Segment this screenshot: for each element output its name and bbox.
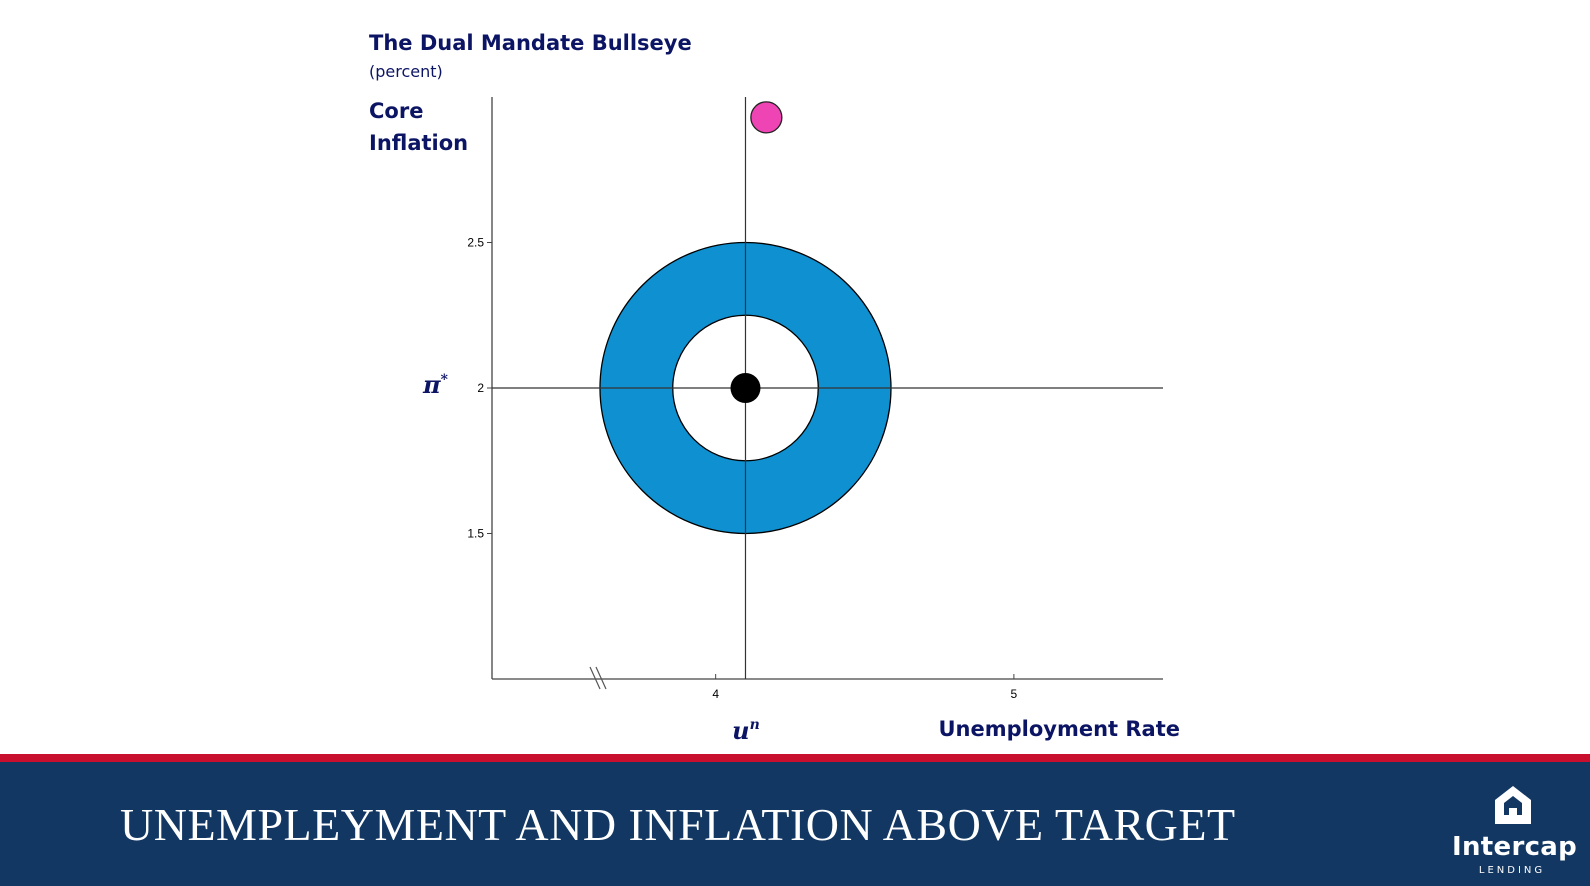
y-axis-title-line1: Core [369,99,423,123]
house-icon [1495,786,1531,824]
x-tick-label-5: 5 [1011,687,1018,701]
bullseye-chart: The Dual Mandate Bullseye (percent) Core… [369,31,1180,745]
chart-title: The Dual Mandate Bullseye [369,31,692,55]
intercap-logo: Intercap LENDING [1452,784,1578,876]
target-x-label: un [732,716,760,745]
point-current [750,101,783,134]
point-target [730,373,761,403]
slide-title: UNEMPLEYMENT AND INFLATION ABOVE TARGET [120,799,1236,850]
y-axis-title-line2: Inflation [369,131,468,155]
logo-subtitle: LENDING [1478,865,1546,876]
footer-banner: UNEMPLEYMENT AND INFLATION ABOVE TARGET … [0,762,1590,886]
footer-accent-bar [0,754,1590,762]
x-tick-label-4: 4 [712,687,719,701]
y-tick-label-1.5: 1.5 [467,527,484,541]
x-axis-break-mark-1 [589,666,601,690]
target-y-label: π* [422,370,449,399]
x-axis-break-mark-2 [595,666,607,690]
logo-name: Intercap [1452,832,1578,862]
x-axis-title: Unemployment Rate [938,717,1180,741]
plot-area: 1.5 2 2.5 4 5 [467,97,1163,701]
y-tick-label-2: 2 [477,381,484,395]
chart-subtitle: (percent) [369,62,443,81]
y-tick-label-2.5: 2.5 [467,236,484,250]
